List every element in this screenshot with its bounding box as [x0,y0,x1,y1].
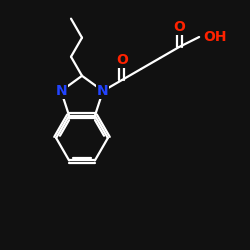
Text: O: O [173,20,185,34]
Text: OH: OH [203,30,227,44]
Text: N: N [97,84,109,98]
Text: O: O [116,53,128,67]
Text: N: N [55,84,67,98]
